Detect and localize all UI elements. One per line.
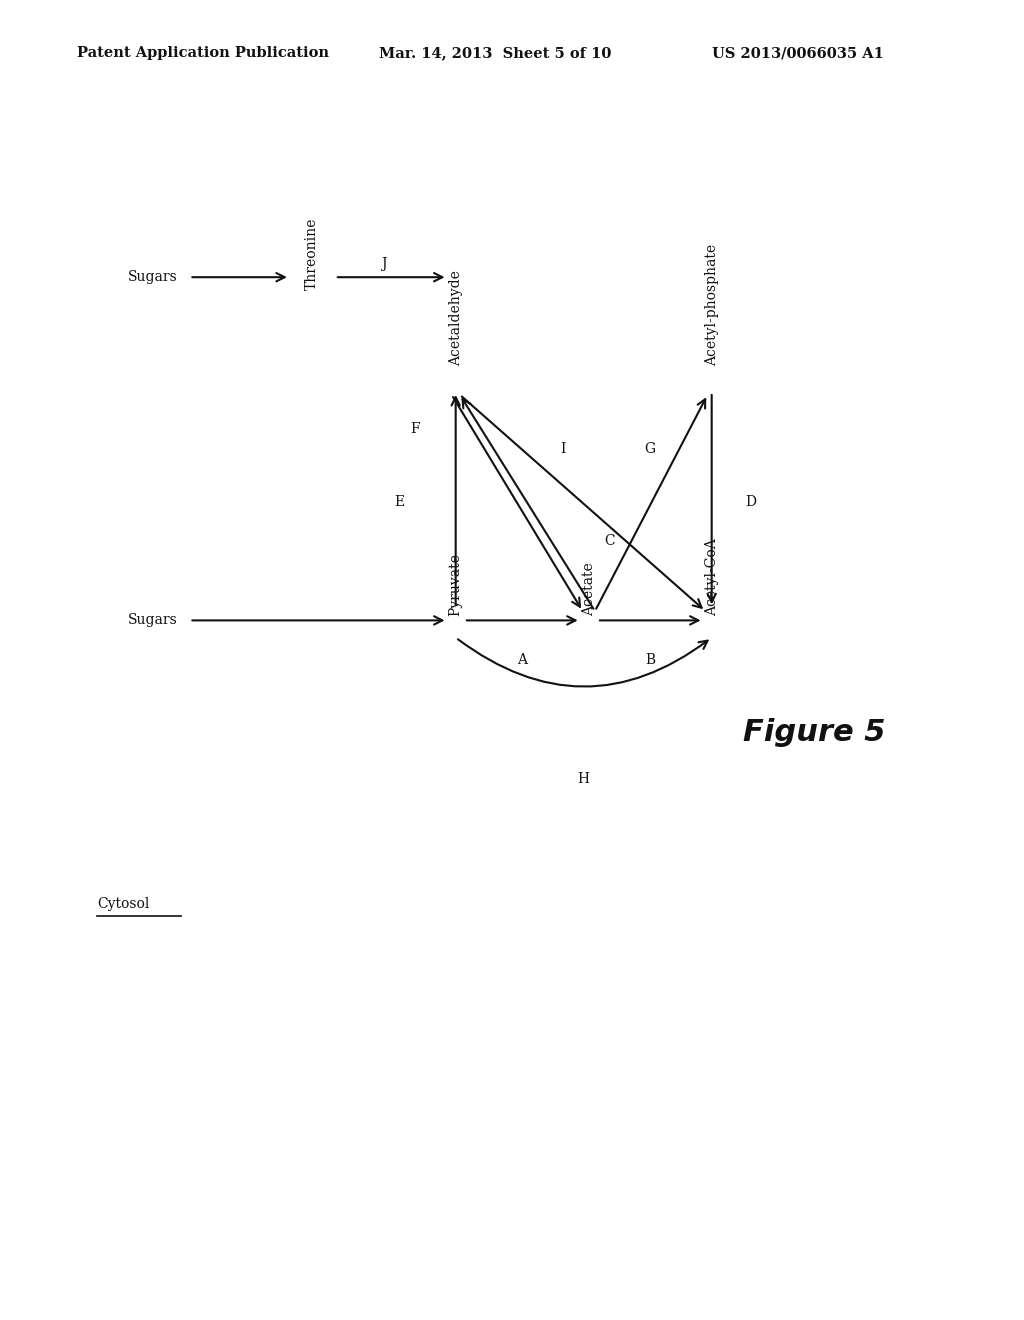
Text: Acetyl-phosphate: Acetyl-phosphate [705, 243, 719, 366]
Text: Figure 5: Figure 5 [742, 718, 886, 747]
Text: G: G [645, 442, 655, 455]
Text: Pyruvate: Pyruvate [449, 553, 463, 616]
Text: Acetaldehyde: Acetaldehyde [449, 269, 463, 366]
Text: E: E [394, 495, 404, 508]
Text: Acetyl-CoA: Acetyl-CoA [705, 539, 719, 616]
Text: B: B [645, 653, 655, 667]
Text: Threonine: Threonine [305, 218, 319, 290]
Text: D: D [745, 495, 756, 508]
Text: Sugars: Sugars [128, 614, 178, 627]
Text: A: A [517, 653, 527, 667]
Text: Cytosol: Cytosol [97, 898, 150, 911]
Text: Patent Application Publication: Patent Application Publication [77, 46, 329, 61]
Text: H: H [578, 772, 590, 785]
Text: J: J [381, 257, 387, 271]
Text: Sugars: Sugars [128, 271, 178, 284]
Text: F: F [410, 422, 420, 436]
Text: Mar. 14, 2013  Sheet 5 of 10: Mar. 14, 2013 Sheet 5 of 10 [379, 46, 611, 61]
Text: Acetate: Acetate [582, 562, 596, 616]
Text: I: I [560, 442, 566, 455]
Text: C: C [604, 535, 614, 548]
Text: US 2013/0066035 A1: US 2013/0066035 A1 [712, 46, 884, 61]
